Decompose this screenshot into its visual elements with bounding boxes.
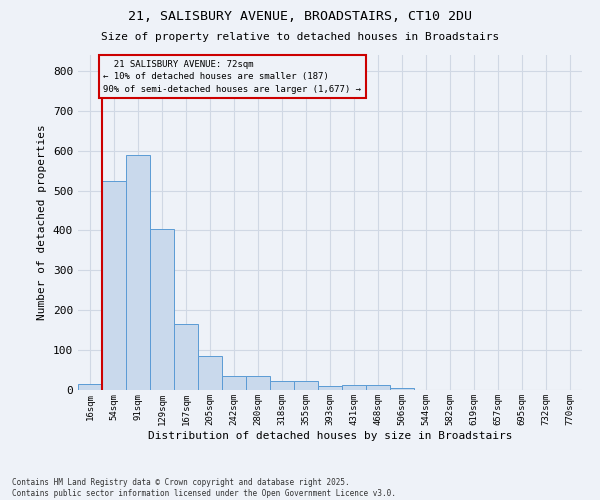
Bar <box>390 388 414 390</box>
Text: Size of property relative to detached houses in Broadstairs: Size of property relative to detached ho… <box>101 32 499 42</box>
Bar <box>246 376 270 390</box>
Bar <box>174 324 198 390</box>
Bar <box>294 381 318 390</box>
Bar <box>102 180 126 390</box>
Bar <box>198 356 222 390</box>
Bar <box>126 154 150 390</box>
Text: Contains HM Land Registry data © Crown copyright and database right 2025.
Contai: Contains HM Land Registry data © Crown c… <box>12 478 396 498</box>
Bar <box>342 385 366 390</box>
Bar <box>318 386 342 390</box>
Bar <box>150 230 174 390</box>
Text: 21 SALISBURY AVENUE: 72sqm
← 10% of detached houses are smaller (187)
90% of sem: 21 SALISBURY AVENUE: 72sqm ← 10% of deta… <box>103 60 361 94</box>
X-axis label: Distribution of detached houses by size in Broadstairs: Distribution of detached houses by size … <box>148 430 512 440</box>
Text: 21, SALISBURY AVENUE, BROADSTAIRS, CT10 2DU: 21, SALISBURY AVENUE, BROADSTAIRS, CT10 … <box>128 10 472 23</box>
Bar <box>222 376 246 390</box>
Bar <box>270 381 294 390</box>
Bar <box>366 385 390 390</box>
Bar <box>78 384 102 390</box>
Y-axis label: Number of detached properties: Number of detached properties <box>37 124 47 320</box>
